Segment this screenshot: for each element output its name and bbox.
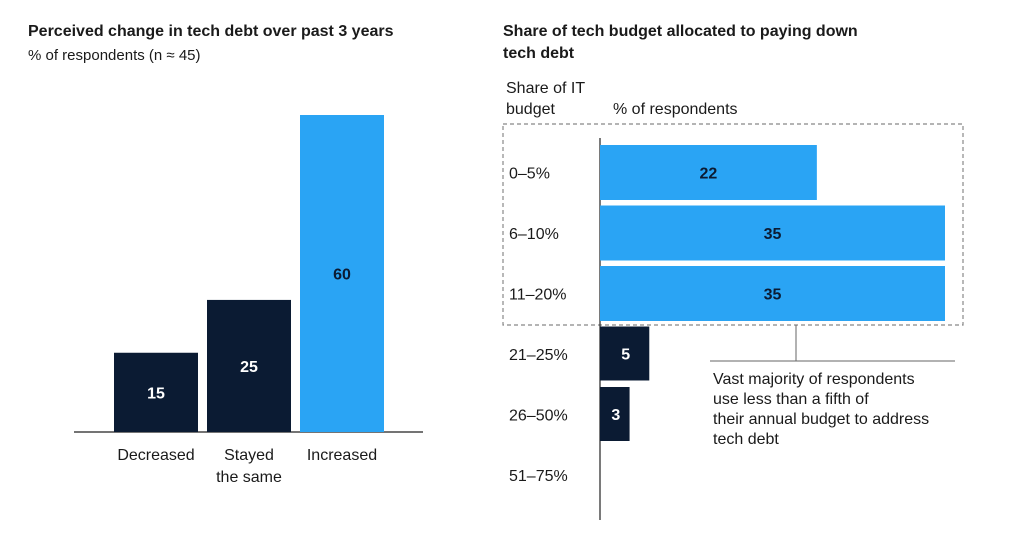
right-chart-title-line1: Share of tech budget allocated to paying… <box>503 23 858 40</box>
category-tick-label: 51–75% <box>509 468 568 485</box>
bar-stayed-the-same <box>207 299 291 432</box>
bar-decreased <box>114 352 198 432</box>
annotation-line-1: Vast majority of respondents <box>713 371 915 388</box>
bar-value-label: 22 <box>700 166 718 183</box>
bar-0–5% <box>600 145 817 200</box>
left-chart-subtitle: % of respondents (n ≈ 45) <box>28 47 201 64</box>
annotation-line-2: use less than a fifth of <box>713 391 869 408</box>
bar-26–50% <box>600 387 630 441</box>
bar-increased <box>300 115 384 432</box>
category-tick-label: Stayed <box>224 447 274 464</box>
bar-value-label: 60 <box>333 267 351 284</box>
bar-6–10% <box>600 205 945 261</box>
bar-value-label: 35 <box>764 226 782 243</box>
bar-value-label: 5 <box>621 347 630 364</box>
category-tick-label: Increased <box>307 447 377 464</box>
category-tick-label: Decreased <box>117 447 194 464</box>
bar-value-label: 35 <box>764 287 782 304</box>
annotation-note: Vast majority of respondents use less th… <box>713 370 929 450</box>
category-tick-label: 11–20% <box>509 287 567 304</box>
highlight-box <box>502 123 964 326</box>
right-chart-ylabel-line2: budget <box>506 101 555 118</box>
right-chart-title-line2: tech debt <box>503 45 575 62</box>
category-tick-label: the same <box>216 469 282 486</box>
right-chart-xlabel: % of respondents <box>613 101 738 118</box>
bar-11–20% <box>600 266 945 321</box>
category-tick-label: 21–25% <box>509 347 568 364</box>
annotation-line-4: tech debt <box>713 431 779 448</box>
bar-value-label: 25 <box>240 359 258 376</box>
bar-21–25% <box>600 326 650 381</box>
bar-value-label: 15 <box>147 385 165 402</box>
category-tick-label: 0–5% <box>509 166 550 183</box>
bar-value-label: 3 <box>611 407 620 424</box>
category-tick-label: 6–10% <box>509 226 559 243</box>
category-tick-label: 26–50% <box>509 408 568 425</box>
left-chart-title: Perceived change in tech debt over past … <box>28 23 394 40</box>
annotation-line-3: their annual budget to address <box>713 411 930 428</box>
right-chart-ylabel-line1: Share of IT <box>506 80 586 97</box>
